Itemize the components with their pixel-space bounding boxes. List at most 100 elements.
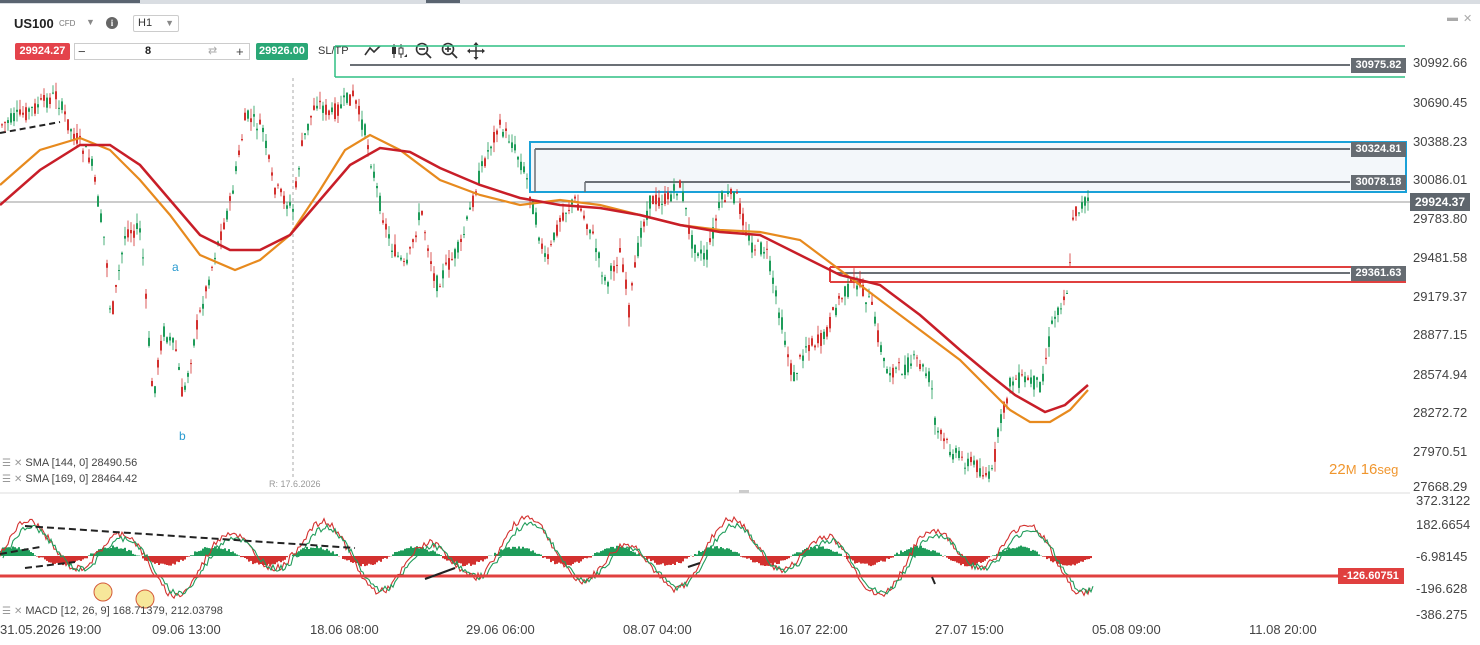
histogram-bar	[228, 549, 230, 556]
histogram-bar	[1076, 556, 1078, 564]
price-axis-label: 28877.15	[1413, 327, 1468, 342]
candle-body	[640, 227, 642, 238]
candle-body	[985, 473, 987, 476]
histogram-bar	[504, 548, 506, 556]
macd-legend[interactable]: ☰ ✕ MACD [12, 26, 9] 168.71379, 212.03798	[2, 605, 223, 617]
symbol-dropdown-icon[interactable]: ▼	[86, 17, 95, 27]
remove-icon[interactable]: ✕	[13, 474, 23, 485]
swap-icon[interactable]: ⇄	[208, 45, 218, 57]
candle-body	[502, 131, 504, 137]
macd-trendline[interactable]	[24, 561, 76, 569]
decrease-button[interactable]: −	[78, 44, 86, 59]
candle-body	[250, 118, 252, 123]
histogram-bar	[884, 556, 886, 562]
level-label[interactable]: 29361.63	[1351, 266, 1406, 281]
sma-169-legend[interactable]: ☰ ✕ SMA [169, 0] 28464.42	[2, 473, 137, 485]
price-axis-label: 28574.94	[1413, 367, 1468, 382]
macd-trendline[interactable]	[424, 567, 456, 580]
macd-trendline[interactable]	[931, 576, 936, 585]
sltp-button[interactable]: SL/TP	[318, 45, 349, 57]
highlight-circle[interactable]	[135, 589, 155, 609]
histogram-bar	[530, 551, 532, 556]
histogram-bar	[894, 554, 896, 556]
histogram-bar	[410, 546, 412, 556]
histogram-bar	[956, 556, 958, 563]
histogram-bar	[870, 556, 872, 567]
histogram-bar	[928, 549, 930, 556]
histogram-bar	[144, 556, 146, 561]
sma-144-legend[interactable]: ☰ ✕ SMA [144, 0] 28490.56	[2, 457, 137, 469]
candle-body	[40, 98, 42, 100]
candle-body	[925, 373, 927, 376]
histogram-bar	[440, 555, 442, 556]
candle-body	[259, 119, 261, 125]
histogram-bar	[124, 547, 126, 556]
histogram-bar	[658, 556, 660, 565]
histogram-bar	[16, 548, 18, 556]
histogram-bar	[806, 547, 808, 556]
candle-body	[544, 253, 546, 257]
macd-trendline[interactable]	[24, 525, 356, 549]
histogram-bar	[334, 554, 336, 556]
histogram-bar	[662, 556, 664, 564]
info-icon[interactable]: i	[106, 17, 118, 29]
buy-button[interactable]: 29926.00	[256, 43, 308, 60]
highlight-circle[interactable]	[93, 582, 113, 602]
histogram-bar	[252, 556, 254, 565]
candle-body	[457, 241, 459, 253]
zoom-in-icon[interactable]	[441, 42, 459, 60]
candle-body	[874, 316, 876, 324]
settings-icon[interactable]: ☰	[2, 458, 11, 469]
symbol-name[interactable]: US100	[14, 16, 54, 31]
quantity-stepper[interactable]: − 8 ⇄ +	[74, 43, 250, 60]
sma-169-line[interactable]	[0, 143, 1089, 414]
macd-level-label[interactable]: -126.60751	[1338, 568, 1404, 584]
settings-icon[interactable]: ☰	[2, 606, 11, 617]
level-label[interactable]: 30324.81	[1351, 142, 1406, 157]
histogram-bar	[174, 556, 176, 565]
level-label[interactable]: 30078.18	[1351, 175, 1406, 190]
histogram-bar	[798, 552, 800, 556]
timeframe-select[interactable]: H1 ▼	[133, 15, 179, 32]
histogram-bar	[126, 551, 128, 556]
macd-trendline[interactable]	[0, 546, 41, 555]
candle-body	[145, 293, 147, 299]
histogram-bar	[744, 556, 746, 558]
increase-button[interactable]: +	[236, 44, 244, 59]
histogram-bar	[606, 548, 608, 556]
level-label[interactable]: 30975.82	[1351, 58, 1406, 73]
histogram-bar	[178, 556, 180, 563]
histogram-bar	[280, 556, 282, 563]
candle-body	[37, 104, 39, 108]
histogram-bar	[548, 556, 550, 559]
supply-zone[interactable]	[529, 141, 1407, 193]
quantity-value[interactable]: 8	[145, 45, 152, 57]
close-icon[interactable]: ✕	[1463, 13, 1473, 25]
macd-trendline[interactable]	[687, 562, 701, 568]
settings-icon[interactable]: ☰	[2, 474, 11, 485]
histogram-bar	[644, 556, 646, 557]
candle-body	[784, 340, 786, 345]
minimize-icon[interactable]: ▬	[1447, 12, 1458, 24]
candle-body	[907, 357, 909, 373]
sell-button[interactable]: 29924.27	[15, 43, 70, 60]
remove-icon[interactable]: ✕	[13, 606, 23, 617]
remove-icon[interactable]: ✕	[13, 458, 23, 469]
panel-resize-handle[interactable]	[739, 490, 749, 493]
candle-body	[604, 277, 606, 281]
histogram-bar	[268, 556, 270, 564]
histogram-bar	[878, 556, 880, 562]
trendline[interactable]	[0, 121, 61, 134]
histogram-bar	[76, 556, 78, 561]
candle-body	[406, 259, 408, 264]
histogram-bar	[602, 550, 604, 556]
histogram-bar	[922, 547, 924, 556]
histogram-bar	[224, 548, 226, 556]
histogram-bar	[1046, 556, 1048, 560]
histogram-bar	[474, 556, 476, 565]
histogram-bar	[186, 556, 188, 557]
line-chart-icon[interactable]	[364, 42, 382, 60]
zoom-out-icon[interactable]	[415, 42, 433, 60]
candle-body	[595, 248, 597, 253]
